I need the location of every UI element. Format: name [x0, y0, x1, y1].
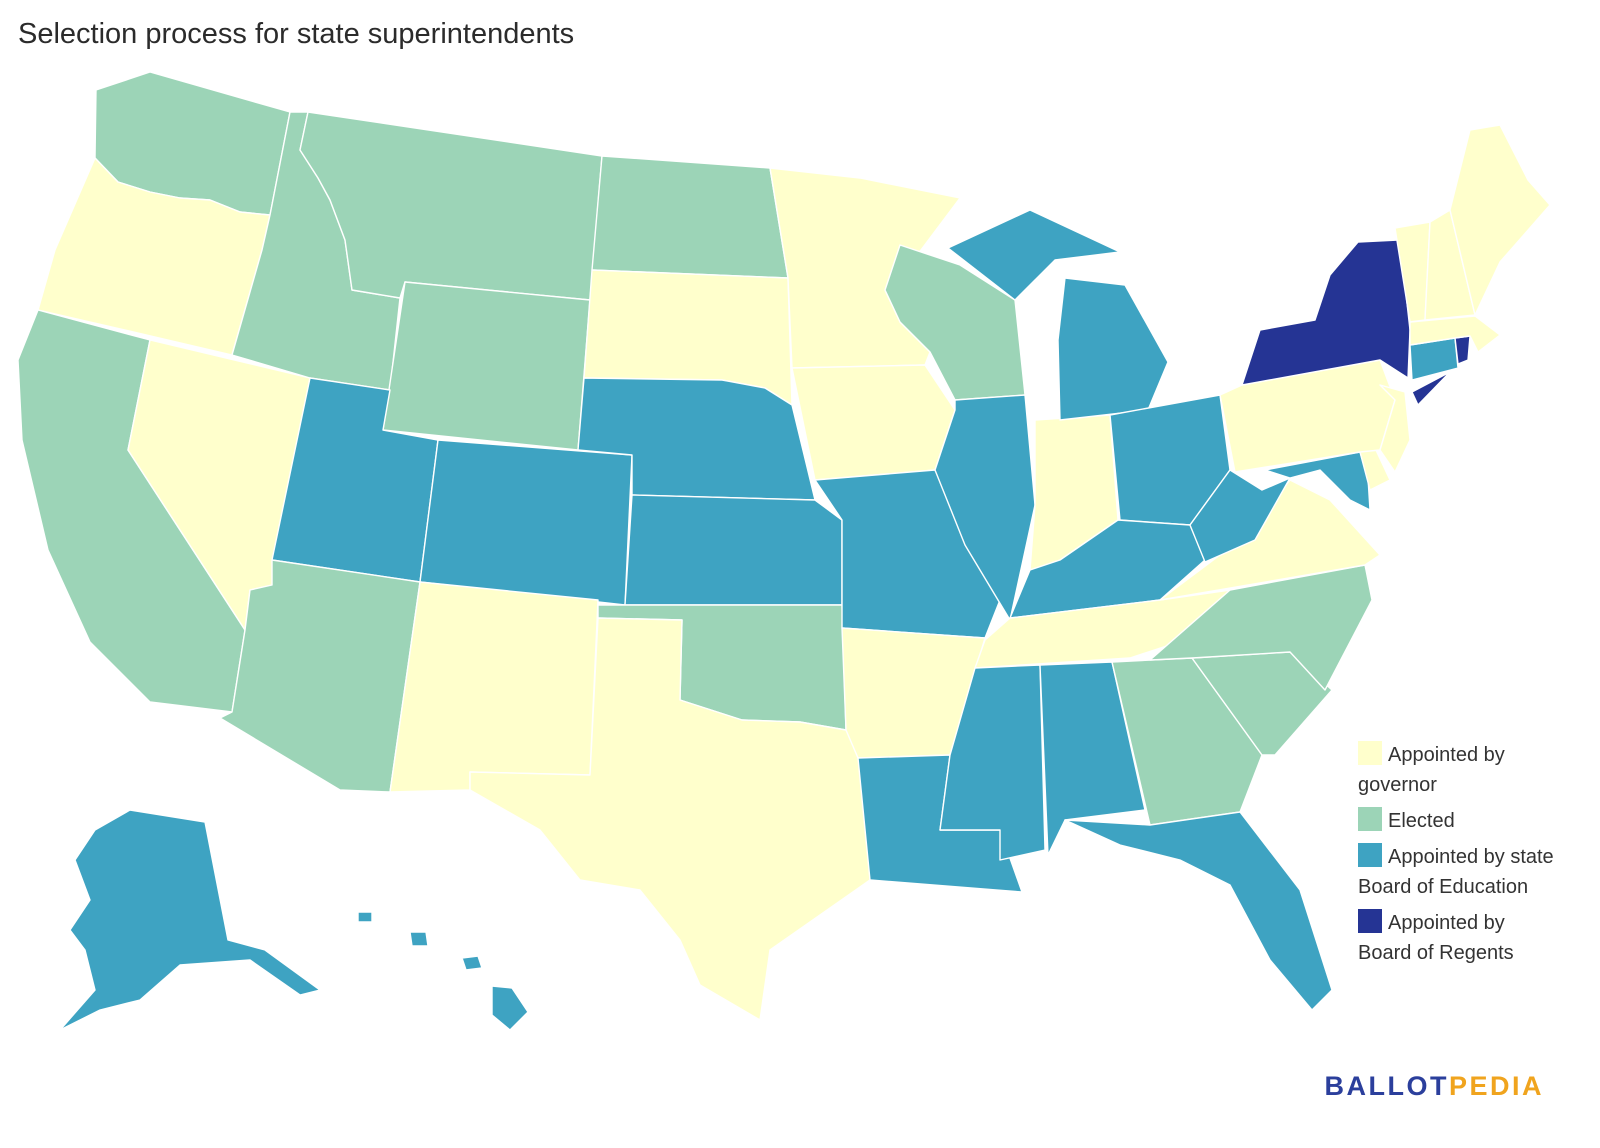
state-WY[interactable]	[382, 281, 591, 451]
state-AK[interactable]	[59, 809, 321, 1031]
state-AZ[interactable]	[219, 559, 421, 793]
state-CO[interactable]	[419, 439, 633, 606]
state-IA[interactable]	[791, 364, 956, 481]
legend-label-board-education: Appointed by state Board of Education	[1358, 846, 1554, 898]
logo-part-pedia: PEDIA	[1448, 1071, 1544, 1101]
legend-swatch-governor	[1358, 741, 1382, 765]
legend-swatch-regents	[1358, 909, 1382, 933]
state-NY[interactable]	[1241, 239, 1451, 406]
legend-item-elected: Elected	[1358, 806, 1558, 836]
legend: Appointed by governor Elected Appointed …	[1358, 740, 1558, 974]
state-KS[interactable]	[624, 494, 843, 606]
legend-swatch-elected	[1358, 807, 1382, 831]
legend-label-governor: Appointed by governor	[1358, 744, 1505, 796]
state-TX[interactable]	[469, 617, 871, 1021]
map-title: Selection process for state superintende…	[18, 18, 575, 50]
logo-part-ballot: BALLOT	[1324, 1071, 1449, 1101]
state-NM[interactable]	[389, 581, 599, 793]
state-NC[interactable]	[1149, 564, 1373, 691]
state-IL[interactable]	[934, 394, 1036, 621]
state-FL[interactable]	[1064, 811, 1333, 1011]
state-MA[interactable]	[1409, 315, 1501, 353]
legend-item-regents: Appointed by Board of Regents	[1358, 908, 1558, 968]
legend-swatch-board-education	[1358, 843, 1382, 867]
state-RI[interactable]	[1454, 335, 1471, 365]
state-ND[interactable]	[591, 155, 789, 279]
ballotpedia-logo: BALLOTPEDIA	[1324, 1071, 1544, 1102]
legend-item-board-education: Appointed by state Board of Education	[1358, 842, 1558, 902]
state-ME[interactable]	[1449, 124, 1551, 316]
state-AL[interactable]	[1039, 661, 1146, 856]
legend-label-regents: Appointed by Board of Regents	[1358, 912, 1514, 964]
legend-label-elected: Elected	[1388, 810, 1455, 832]
state-HI[interactable]	[357, 911, 529, 1031]
legend-item-governor: Appointed by governor	[1358, 740, 1558, 800]
state-NJ[interactable]	[1379, 384, 1411, 473]
